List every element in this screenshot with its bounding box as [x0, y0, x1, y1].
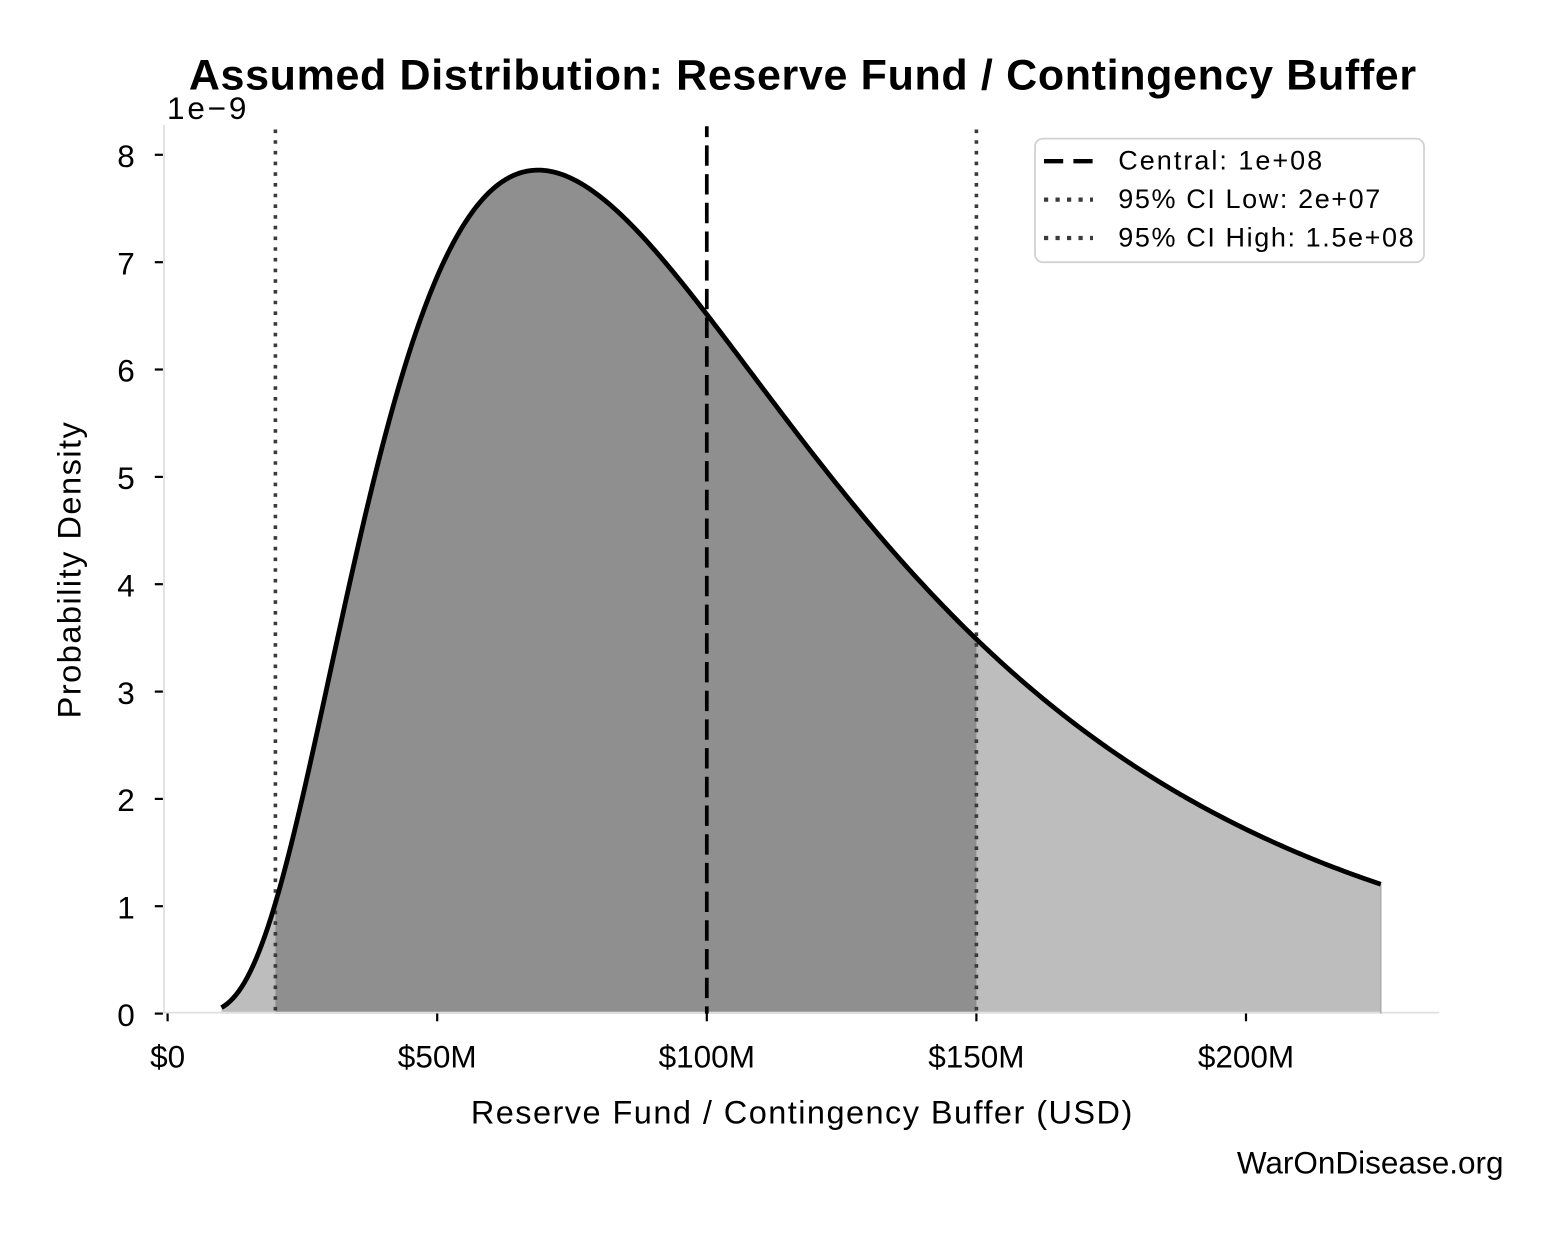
svg-text:1e−9: 1e−9	[167, 90, 249, 126]
svg-text:$100M: $100M	[659, 1039, 755, 1075]
svg-text:$150M: $150M	[928, 1039, 1024, 1075]
svg-text:5: 5	[117, 460, 135, 496]
svg-text:Reserve Fund / Contingency Buf: Reserve Fund / Contingency Buffer (USD)	[471, 1094, 1134, 1130]
svg-text:1: 1	[117, 890, 135, 926]
svg-text:WarOnDisease.org: WarOnDisease.org	[1237, 1144, 1504, 1180]
svg-text:$0: $0	[150, 1039, 185, 1075]
svg-text:Probability Density: Probability Density	[52, 421, 88, 719]
svg-text:0: 0	[117, 997, 135, 1033]
svg-text:$200M: $200M	[1198, 1039, 1294, 1075]
svg-text:95% CI High: 1.5e+08: 95% CI High: 1.5e+08	[1118, 222, 1415, 252]
svg-text:Central: 1e+08: Central: 1e+08	[1118, 146, 1324, 176]
svg-text:3: 3	[117, 675, 135, 711]
svg-text:4: 4	[117, 567, 135, 603]
svg-text:$50M: $50M	[398, 1039, 477, 1075]
svg-text:6: 6	[117, 353, 135, 389]
svg-text:95% CI Low: 2e+07: 95% CI Low: 2e+07	[1118, 184, 1382, 214]
svg-text:Assumed Distribution: Reserve: Assumed Distribution: Reserve Fund / Con…	[189, 52, 1417, 100]
svg-text:7: 7	[117, 245, 135, 281]
svg-text:2: 2	[117, 782, 135, 818]
svg-text:8: 8	[117, 138, 135, 174]
